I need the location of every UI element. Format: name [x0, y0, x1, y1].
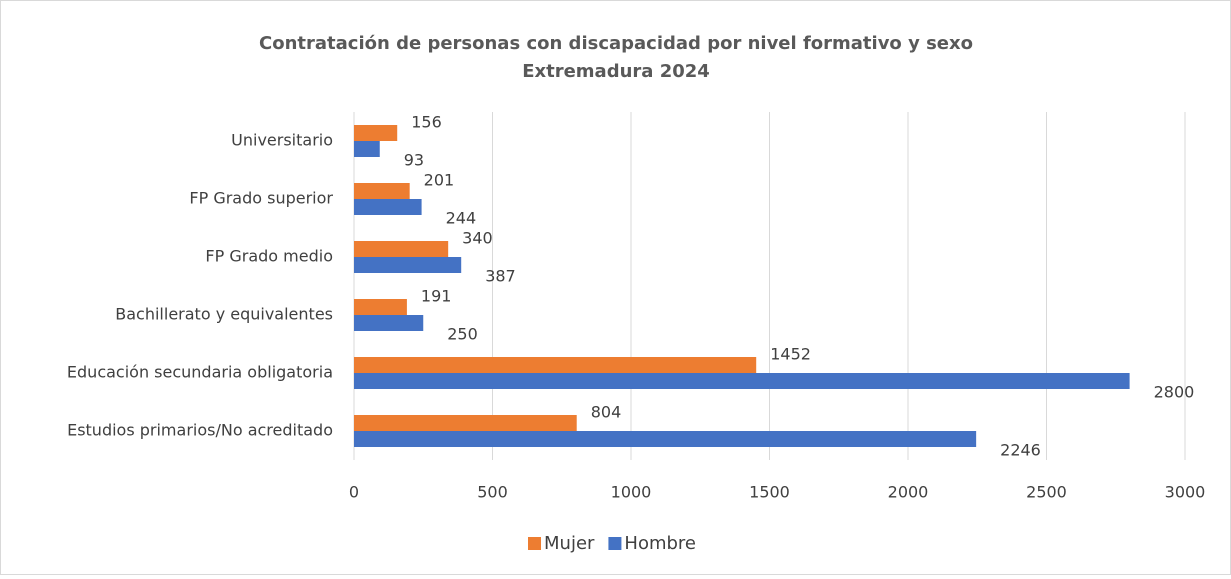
bar: [354, 183, 410, 199]
data-label: 2246: [1000, 441, 1041, 460]
x-tick-label: 500: [477, 483, 508, 502]
bar: [354, 299, 407, 315]
y-tick-label: FP Grado medio: [205, 247, 333, 266]
legend-swatch: [528, 537, 541, 550]
x-tick-label: 1500: [749, 483, 790, 502]
y-tick-label: Educación secundaria obligatoria: [67, 363, 333, 382]
bar: [354, 199, 422, 215]
data-label: 201: [424, 171, 455, 190]
bar: [354, 315, 424, 331]
chart-title: Contratación de personas con discapacida…: [259, 33, 973, 54]
data-label: 244: [446, 209, 477, 228]
data-label: 804: [591, 403, 622, 422]
bar: [354, 241, 449, 257]
legend-swatch: [608, 537, 622, 550]
bar: [354, 373, 1130, 389]
data-label: 387: [485, 267, 516, 286]
data-label: 340: [462, 229, 493, 248]
data-label: 156: [411, 113, 442, 132]
y-tick-label: Bachillerato y equivalentes: [115, 305, 333, 324]
x-tick-label: 3000: [1165, 483, 1206, 502]
legend-label: Hombre: [624, 533, 696, 554]
y-tick-label: Estudios primarios/No acreditado: [67, 421, 333, 440]
x-tick-label: 2000: [888, 483, 929, 502]
bar: [354, 357, 757, 373]
y-tick-label: Universitario: [231, 131, 333, 150]
data-label: 1452: [770, 345, 811, 364]
x-tick-label: 2500: [1026, 483, 1067, 502]
chart-subtitle: Extremadura 2024: [522, 61, 710, 82]
data-label: 2800: [1154, 383, 1195, 402]
bar: [354, 415, 577, 431]
bar: [354, 431, 977, 447]
data-label: 191: [421, 287, 452, 306]
bar: [354, 125, 398, 141]
data-label: 250: [447, 325, 478, 344]
bar: [354, 257, 462, 273]
x-tick-label: 1000: [611, 483, 652, 502]
bar: [354, 141, 380, 157]
legend-label: Mujer: [544, 533, 595, 554]
data-label: 93: [404, 151, 424, 170]
x-tick-label: 0: [349, 483, 359, 502]
y-tick-label: FP Grado superior: [189, 189, 333, 208]
